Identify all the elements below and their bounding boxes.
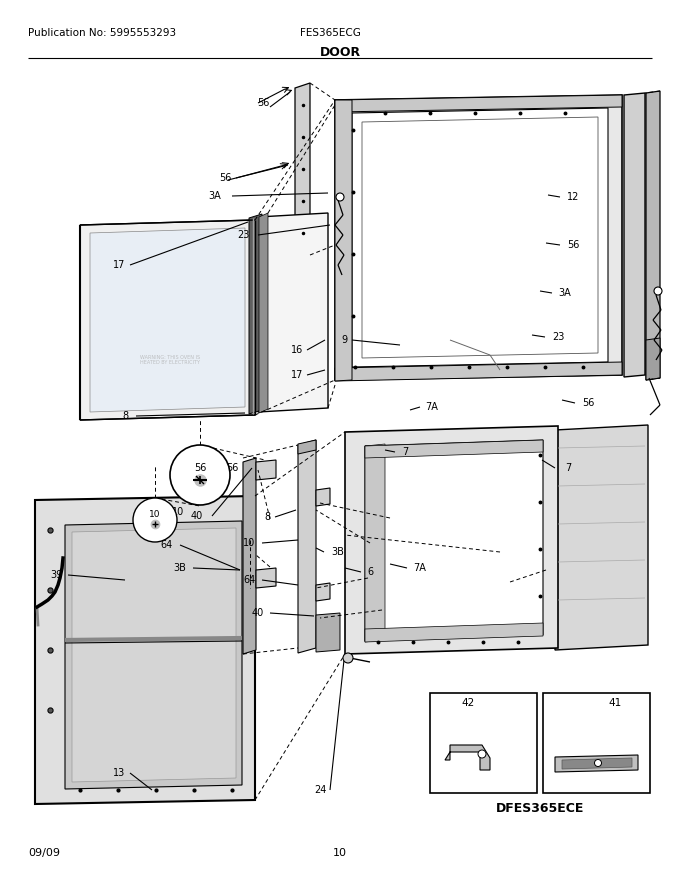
Polygon shape [445, 745, 490, 770]
Polygon shape [243, 458, 256, 654]
Text: 42: 42 [461, 698, 475, 708]
Text: 3A: 3A [559, 288, 571, 298]
Bar [543, 693, 650, 793]
Polygon shape [335, 95, 622, 112]
Polygon shape [259, 213, 268, 413]
Circle shape [594, 759, 602, 766]
Polygon shape [624, 93, 645, 377]
Text: DFES365ECE: DFES365ECE [496, 802, 584, 815]
Text: DOOR: DOOR [320, 46, 360, 59]
Text: FES365ECG: FES365ECG [300, 28, 361, 38]
Polygon shape [316, 488, 330, 506]
Text: 8: 8 [122, 411, 128, 421]
Polygon shape [365, 623, 543, 642]
Polygon shape [298, 440, 316, 653]
Text: 24: 24 [313, 785, 326, 795]
Polygon shape [316, 613, 340, 652]
Polygon shape [365, 440, 543, 458]
Text: 10: 10 [149, 510, 160, 518]
Polygon shape [249, 214, 262, 414]
Text: 56: 56 [567, 240, 579, 250]
Polygon shape [256, 460, 276, 480]
Text: 10: 10 [243, 538, 255, 548]
Text: 41: 41 [609, 698, 622, 708]
Polygon shape [646, 338, 660, 380]
Text: 7A: 7A [413, 563, 426, 573]
Text: 12: 12 [567, 192, 579, 202]
Polygon shape [90, 228, 245, 412]
Circle shape [343, 653, 353, 663]
Text: 64: 64 [243, 575, 255, 585]
Polygon shape [362, 117, 598, 358]
Circle shape [478, 750, 486, 758]
Text: 3B: 3B [332, 547, 345, 557]
Polygon shape [65, 521, 242, 789]
Text: 40: 40 [191, 511, 203, 521]
Bar [430, 693, 537, 793]
Polygon shape [335, 100, 352, 381]
Circle shape [336, 193, 344, 201]
Text: 23: 23 [551, 332, 564, 342]
Text: 56: 56 [194, 463, 206, 473]
Polygon shape [295, 83, 310, 260]
Text: 6: 6 [367, 567, 373, 577]
Text: 10: 10 [172, 507, 184, 517]
Text: 56: 56 [226, 463, 238, 473]
Polygon shape [72, 528, 236, 782]
Text: 10: 10 [333, 848, 347, 858]
Text: WARNING: THIS OVEN IS
HEATED BY ELECTRICITY: WARNING: THIS OVEN IS HEATED BY ELECTRIC… [140, 355, 200, 365]
Polygon shape [352, 108, 608, 367]
Text: 7: 7 [402, 447, 408, 457]
Polygon shape [345, 426, 558, 654]
Circle shape [170, 445, 230, 505]
Text: 9: 9 [341, 335, 347, 345]
Text: 23: 23 [237, 230, 249, 240]
Text: 56: 56 [219, 173, 231, 183]
Text: 56: 56 [257, 98, 269, 108]
Text: 3A: 3A [209, 191, 222, 201]
Polygon shape [35, 496, 255, 804]
Circle shape [133, 498, 177, 542]
Text: 3B: 3B [173, 563, 186, 573]
Polygon shape [298, 440, 316, 454]
Polygon shape [335, 362, 622, 381]
Polygon shape [365, 444, 385, 642]
Text: 39: 39 [50, 570, 62, 580]
Text: 17: 17 [113, 260, 125, 270]
Polygon shape [555, 755, 638, 772]
Polygon shape [646, 91, 660, 380]
Text: 7A: 7A [426, 402, 439, 412]
Text: 09/09: 09/09 [28, 848, 60, 858]
Polygon shape [555, 425, 648, 650]
Polygon shape [258, 213, 328, 412]
Polygon shape [365, 440, 543, 641]
Polygon shape [256, 568, 276, 588]
Text: 56: 56 [582, 398, 594, 408]
Text: 8: 8 [264, 512, 270, 522]
Text: Publication No: 5995553293: Publication No: 5995553293 [28, 28, 176, 38]
Text: 7: 7 [565, 463, 571, 473]
Text: 64: 64 [160, 540, 172, 550]
Text: 13: 13 [113, 768, 125, 778]
Text: 40: 40 [252, 608, 264, 618]
Circle shape [654, 287, 662, 295]
Text: 16: 16 [291, 345, 303, 355]
Polygon shape [335, 95, 622, 380]
Polygon shape [562, 758, 632, 769]
Text: 17: 17 [291, 370, 303, 380]
Polygon shape [80, 220, 255, 420]
Polygon shape [316, 583, 330, 601]
